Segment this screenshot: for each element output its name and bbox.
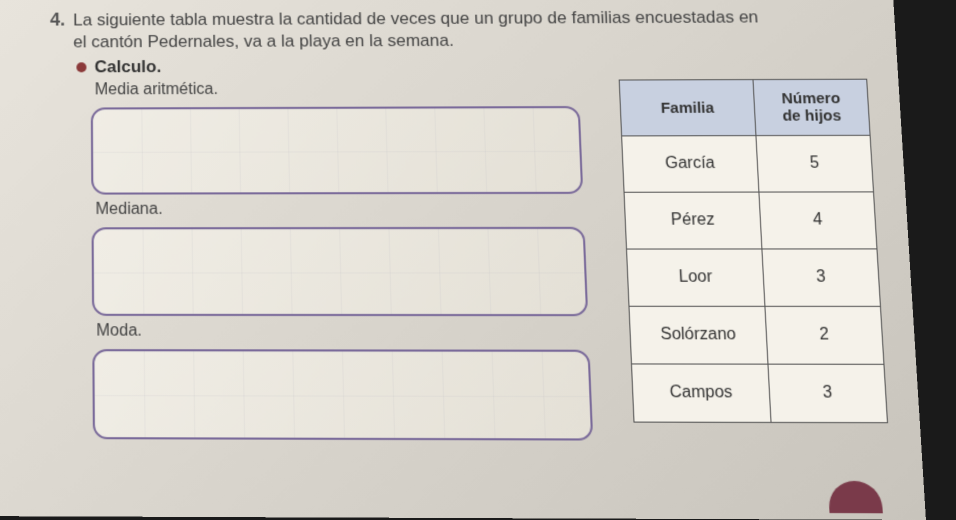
calculo-label: Calculo. <box>94 57 161 77</box>
table-row: Loor 3 <box>627 249 881 306</box>
median-label: Mediana. <box>95 200 593 219</box>
header-family: Familia <box>619 80 756 136</box>
header-count: Número de hijos <box>753 79 870 135</box>
question-number: 4. <box>50 10 65 31</box>
cell-count: 3 <box>768 364 888 423</box>
cell-count: 4 <box>759 192 877 249</box>
table-header-row: Familia Número de hijos <box>619 79 870 136</box>
cell-count: 2 <box>765 307 884 365</box>
left-column: Media aritmética. Mediana. Moda. <box>91 80 603 441</box>
table-row: Pérez 4 <box>624 192 877 249</box>
bullet-icon <box>76 63 86 73</box>
mean-answer-box[interactable] <box>91 106 584 195</box>
right-column: Familia Número de hijos García 5 Pérez 4… <box>619 79 889 442</box>
cell-family: Campos <box>631 364 771 422</box>
cell-family: Pérez <box>624 192 762 249</box>
cell-count: 5 <box>756 136 874 193</box>
data-table: Familia Número de hijos García 5 Pérez 4… <box>619 79 888 424</box>
mean-label: Media aritmética. <box>95 80 589 100</box>
question-text: La siguiente tabla muestra la cantidad d… <box>73 6 865 54</box>
mode-answer-box[interactable] <box>92 349 593 440</box>
cell-family: García <box>622 136 759 193</box>
page-corner-badge <box>828 481 883 513</box>
cell-family: Solórzano <box>629 306 768 364</box>
table-row: García 5 <box>622 136 874 193</box>
mode-label: Moda. <box>96 322 598 341</box>
table-row: Campos 3 <box>631 364 887 423</box>
table-row: Solórzano 2 <box>629 306 884 364</box>
sub-header: Calculo. <box>76 55 867 78</box>
content-row: Media aritmética. Mediana. Moda. Familia… <box>91 79 890 442</box>
cell-family: Loor <box>627 249 765 306</box>
workbook-page: 4. La siguiente tabla muestra la cantida… <box>0 0 926 520</box>
question-header: 4. La siguiente tabla muestra la cantida… <box>50 6 865 54</box>
question-line1: La siguiente tabla muestra la cantidad d… <box>73 7 759 29</box>
cell-count: 3 <box>762 249 881 306</box>
question-line2: el cantón Pedernales, va a la playa en l… <box>73 31 454 52</box>
median-answer-box[interactable] <box>92 227 589 316</box>
